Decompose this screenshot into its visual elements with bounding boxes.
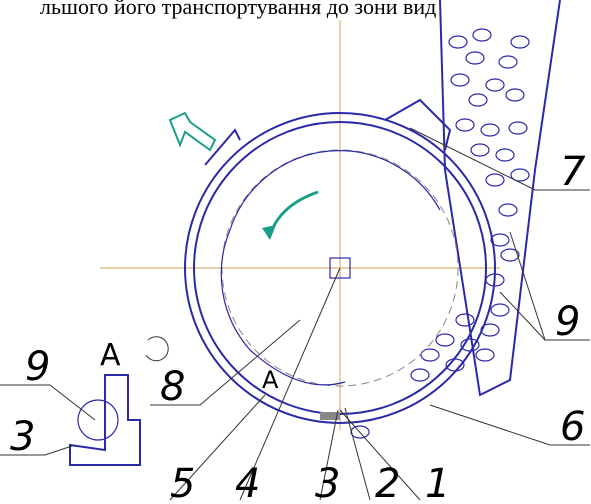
label-7: 7 (560, 149, 586, 195)
label-3: 3 (315, 461, 340, 504)
label-9: 9 (555, 299, 580, 345)
label-8: 8 (160, 364, 185, 410)
label-9-left: 9 (25, 344, 50, 390)
label-2: 2 (375, 461, 400, 504)
diagram: льшого його транспортування до зони вид … (0, 0, 591, 504)
label-4: 4 (235, 461, 260, 504)
section-body (70, 375, 140, 465)
label-6: 6 (560, 404, 585, 450)
label-3-left: 3 (10, 414, 35, 460)
rotation-head (262, 225, 276, 240)
rotation-arrow (270, 192, 318, 235)
exit-arrow (170, 113, 215, 150)
header-text: льшого його транспортування до зони вид (40, 0, 436, 19)
section-label: A (262, 366, 279, 394)
label-1: 1 (425, 461, 450, 504)
section-seed (78, 400, 118, 440)
seeds (351, 29, 529, 438)
view-arrow (146, 337, 168, 361)
view-label: A (100, 338, 121, 373)
label-5: 5 (170, 461, 195, 504)
